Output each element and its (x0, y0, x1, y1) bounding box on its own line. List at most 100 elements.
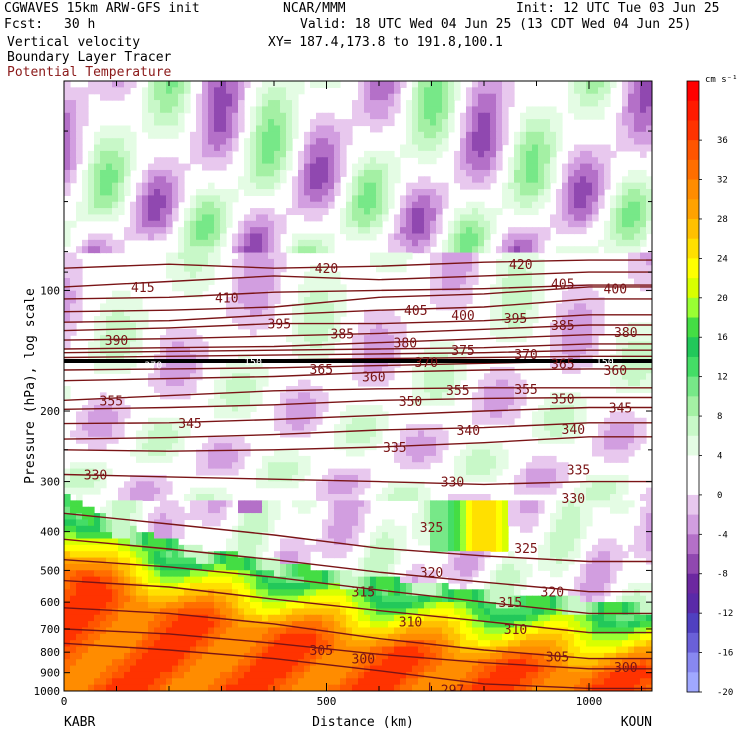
theta-contour-305 (64, 607, 652, 660)
tropopause-label: 150 (596, 357, 614, 368)
colorbar-bin (687, 455, 699, 476)
x-axis-label: Distance (km) (312, 715, 414, 730)
theta-label: 320 (420, 566, 443, 581)
colorbar-bin (687, 179, 699, 200)
theta-label: 400 (604, 283, 627, 298)
theta-contour-300 (64, 628, 652, 670)
theta-contour-350 (64, 396, 652, 410)
theta-label: 410 (215, 291, 238, 306)
y-tick-label: 600 (40, 596, 60, 609)
theta-contour-330 (64, 473, 652, 486)
colorbar-label: 4 (717, 452, 722, 462)
init-time: Init: 12 UTC Tue 03 Jun 25 (516, 1, 720, 16)
theta-label: 375 (451, 344, 474, 359)
theta-label: 395 (504, 312, 527, 327)
theta-contour-415 (64, 271, 652, 288)
theta-label: 405 (551, 277, 574, 292)
colorbar-bin (687, 81, 699, 102)
colorbar-bin (687, 475, 699, 496)
theta-contour-400 (64, 298, 652, 323)
theta-contour-360 (64, 368, 652, 382)
left-endpoint-label: KABR (64, 715, 95, 730)
theta-label: 370 (514, 348, 537, 363)
theta-contour-420 (64, 259, 652, 269)
y-tick-label: 100 (40, 284, 60, 297)
colorbar-bin (687, 672, 699, 693)
colorbar-bin (687, 396, 699, 417)
theta-label: 325 (514, 542, 537, 557)
theta-label: 345 (609, 402, 632, 417)
colorbar-label: -8 (717, 570, 728, 580)
colorbar-bin (687, 238, 699, 259)
colorbar-bin (687, 435, 699, 456)
tropopause-label: 150 (244, 357, 262, 368)
fcst-value: 30 h (64, 17, 96, 32)
field-bl-tracer: Boundary Layer Tracer (7, 50, 172, 65)
colorbar-bin (687, 258, 699, 279)
theta-label: 330 (562, 492, 585, 507)
theta-label: 297 (441, 683, 464, 698)
field-vertical-velocity: Vertical velocity (7, 35, 141, 50)
colorbar-bin (687, 514, 699, 535)
theta-label: 335 (383, 441, 406, 456)
model-title: CGWAVES 15km ARW-GFS init (4, 1, 200, 16)
theta-contour-375 (64, 349, 652, 359)
tropopause-label: 370 (144, 360, 162, 371)
fcst-label: Fcst: (4, 17, 44, 32)
theta-contour-335 (64, 436, 652, 452)
theta-contour-325 (64, 512, 652, 563)
theta-label: 385 (331, 327, 354, 342)
theta-label: 395 (268, 318, 291, 333)
y-tick-label: 300 (40, 476, 60, 489)
colorbar-bin (687, 573, 699, 594)
theta-label: 305 (310, 644, 333, 659)
theta-label: 355 (514, 383, 537, 398)
field-potential-temperature: Potential Temperature (7, 65, 172, 80)
theta-label: 415 (131, 281, 154, 296)
colorbar-label: -4 (717, 530, 728, 540)
colorbar-bin (687, 278, 699, 299)
theta-contour-355 (64, 387, 652, 401)
colorbar-bin (687, 140, 699, 161)
colorbar-bin (687, 416, 699, 437)
theta-label: 305 (546, 651, 569, 666)
x-tick-label: 500 (317, 695, 337, 708)
colorbar-bin (687, 554, 699, 575)
theta-label: 330 (84, 469, 107, 484)
theta-contour-310 (64, 579, 652, 634)
theta-contour-395 (64, 314, 652, 332)
theta-contour-340 (64, 422, 652, 440)
plot-frame (63, 80, 653, 692)
theta-label: 350 (551, 392, 574, 407)
y-tick-label: 200 (40, 405, 60, 418)
theta-label: 330 (441, 476, 464, 491)
theta-contour-390 (64, 324, 652, 341)
theta-label: 360 (362, 371, 385, 386)
theta-label: 335 (567, 464, 590, 479)
theta-contour-405 (64, 286, 652, 313)
colorbar-label: 12 (717, 373, 728, 383)
theta-label: 300 (352, 653, 375, 668)
colorbar-bin (687, 317, 699, 338)
theta-contour-320 (64, 538, 652, 593)
colorbar-bin (687, 199, 699, 220)
colorbar-label: 8 (717, 412, 722, 422)
theta-label: 380 (614, 326, 637, 341)
colorbar: 36 32 28 24 20 16 12 8 4 0 -4 -8 -12 -16 -20 (686, 80, 733, 698)
theta-label: 390 (105, 334, 128, 349)
theta-label: 325 (420, 521, 443, 536)
theta-label: 355 (446, 384, 469, 399)
colorbar-label: 28 (717, 215, 728, 225)
x-tick-label: 0 (61, 695, 68, 708)
theta-label: 310 (504, 623, 527, 638)
colorbar-label: 16 (717, 333, 728, 343)
theta-label: 315 (499, 596, 522, 611)
theta-contour-410 (64, 284, 652, 300)
theta-label: 400 (451, 309, 474, 324)
colorbar-label: 24 (717, 254, 728, 264)
xy-range: XY= 187.4,173.8 to 191.8,100.1 (268, 35, 503, 50)
y-tick-label: 900 (40, 667, 60, 680)
colorbar-bin (687, 494, 699, 516)
